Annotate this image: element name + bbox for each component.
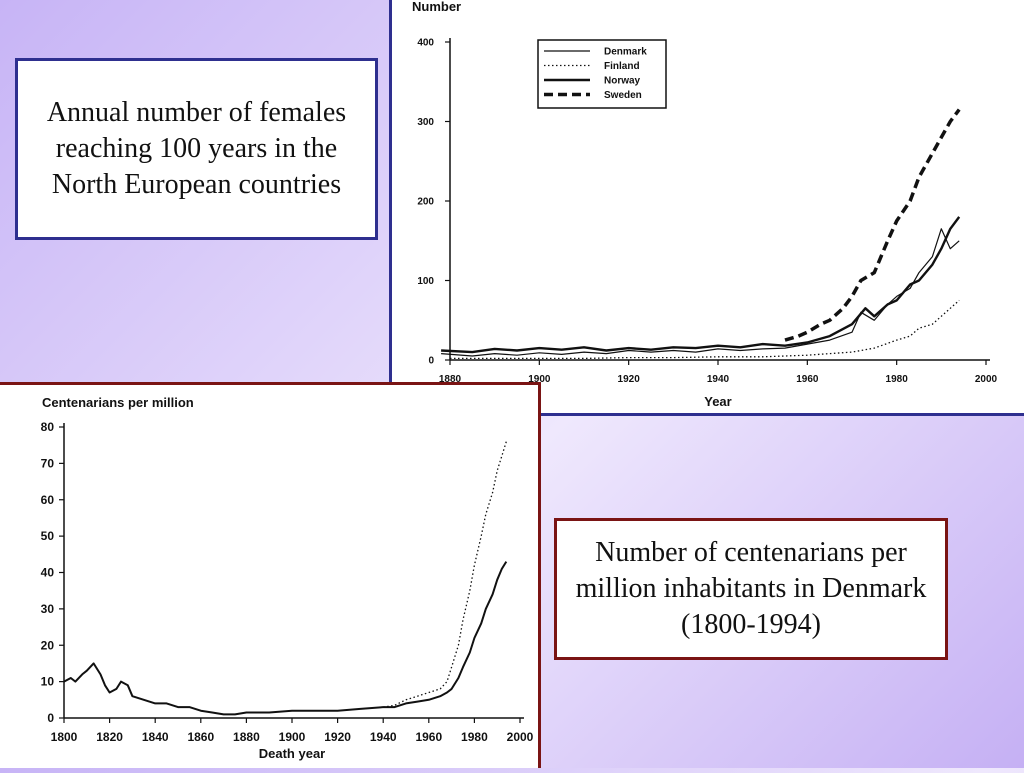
x-tick-label: 1800: [51, 730, 78, 744]
y-tick-label: 40: [41, 566, 55, 580]
y-tick-label: 30: [41, 602, 55, 616]
series-line-finland: [450, 299, 960, 360]
caption-text: Annual number of females reaching 100 ye…: [46, 97, 347, 200]
x-axis-label: Death year: [259, 746, 325, 761]
series-line-sweden: [784, 108, 961, 342]
y-axis-label: Centenarians per million: [42, 395, 194, 410]
x-tick-label: 1960: [415, 730, 442, 744]
denmark-chart: 0 10 20 30 40 50 60 70 80 1800 1820 1840 1860 1880 190…: [41, 395, 534, 761]
caption-denmark: Number of centenarians per million inhab…: [554, 518, 948, 660]
caption-text: Number of centenarians per million inhab…: [575, 537, 927, 640]
y-tick-label: 20: [41, 638, 55, 652]
x-axis-label: Year: [704, 394, 731, 409]
x-tick-label: 1920: [618, 374, 641, 385]
x-tick-label: 1920: [324, 730, 351, 744]
x-tick-label: 2000: [975, 374, 998, 385]
y-tick-label: 300: [417, 117, 434, 128]
y-tick-label: 400: [417, 37, 434, 48]
y-tick-label: 60: [41, 493, 55, 507]
series-line-norway: [441, 216, 961, 354]
y-tick-label: 80: [41, 420, 55, 434]
legend: Denmark Finland Norway Sweden: [537, 39, 667, 109]
chart-panel-north-european: 0 100 200 300 400 1880 1900 1920 1940 1960 1980 200…: [389, 0, 1024, 416]
x-tick-label: 1880: [439, 374, 462, 385]
x-tick-label: 1940: [707, 374, 730, 385]
y-tick-label: 70: [41, 456, 55, 470]
x-tick-label: 2000: [507, 730, 534, 744]
x-tick-label: 1840: [142, 730, 169, 744]
legend-label-sweden: Sweden: [604, 90, 642, 101]
y-tick-label: 100: [417, 276, 434, 287]
chart-panel-denmark: 0 10 20 30 40 50 60 70 80 1800 1820 1840 1860 1880 190…: [0, 382, 541, 768]
legend-label-norway: Norway: [604, 76, 641, 87]
legend-label-denmark: Denmark: [604, 47, 647, 58]
y-tick-label: 50: [41, 529, 55, 543]
north-european-chart: 0 100 200 300 400 1880 1900 1920 1940 1960 1980 200…: [412, 0, 998, 409]
series-line-2: [383, 441, 507, 708]
series-line-denmark: [441, 228, 960, 357]
x-tick-label: 1820: [96, 730, 123, 744]
x-tick-label: 1900: [528, 374, 551, 385]
x-tick-label: 1960: [796, 374, 819, 385]
x-tick-label: 1980: [886, 374, 909, 385]
y-tick-label: 10: [41, 675, 55, 689]
series-line-1: [63, 561, 508, 716]
y-tick-label: 0: [428, 355, 434, 366]
x-tick-label: 1900: [279, 730, 306, 744]
x-tick-label: 1980: [461, 730, 488, 744]
x-tick-label: 1860: [187, 730, 214, 744]
y-axis-label: Number: [412, 0, 461, 14]
y-tick-label: 0: [47, 711, 54, 725]
y-tick-label: 200: [417, 196, 434, 207]
caption-north-european: Annual number of females reaching 100 ye…: [15, 58, 378, 240]
x-tick-label: 1880: [233, 730, 260, 744]
x-tick-label: 1940: [370, 730, 397, 744]
legend-label-finland: Finland: [604, 61, 640, 72]
